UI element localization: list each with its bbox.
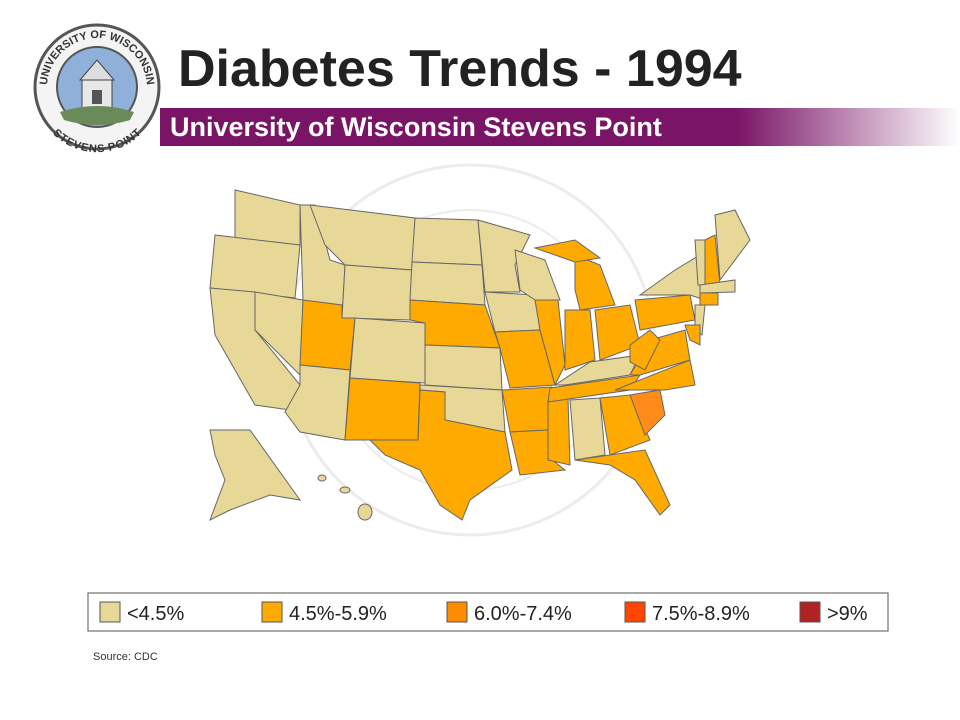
subtitle: University of Wisconsin Stevens Point bbox=[170, 112, 662, 142]
legend-label: >9% bbox=[827, 603, 868, 625]
legend-label: 6.0%-7.4% bbox=[474, 603, 572, 625]
legend-label: 7.5%-8.9% bbox=[652, 603, 750, 625]
legend-swatch bbox=[261, 601, 283, 623]
legend-swatch bbox=[446, 601, 468, 623]
legend-label: <4.5% bbox=[127, 603, 184, 625]
legend-swatch bbox=[799, 601, 821, 623]
legend: <4.5% 4.5%-5.9% 6.0%-7.4% 7.5%-8.9% >9% bbox=[99, 601, 868, 625]
legend-swatch bbox=[624, 601, 646, 623]
legend-label: 4.5%-5.9% bbox=[289, 603, 387, 625]
title-band bbox=[160, 108, 960, 146]
legend-swatch bbox=[99, 601, 121, 623]
us-map bbox=[209, 189, 751, 522]
logo: UNIVERSITY OF WISCONSIN STEVENS POINT bbox=[33, 23, 161, 155]
source: Source: CDC bbox=[93, 651, 158, 663]
title: Diabetes Trends - 1994 bbox=[178, 40, 742, 98]
legend-box bbox=[87, 592, 889, 632]
